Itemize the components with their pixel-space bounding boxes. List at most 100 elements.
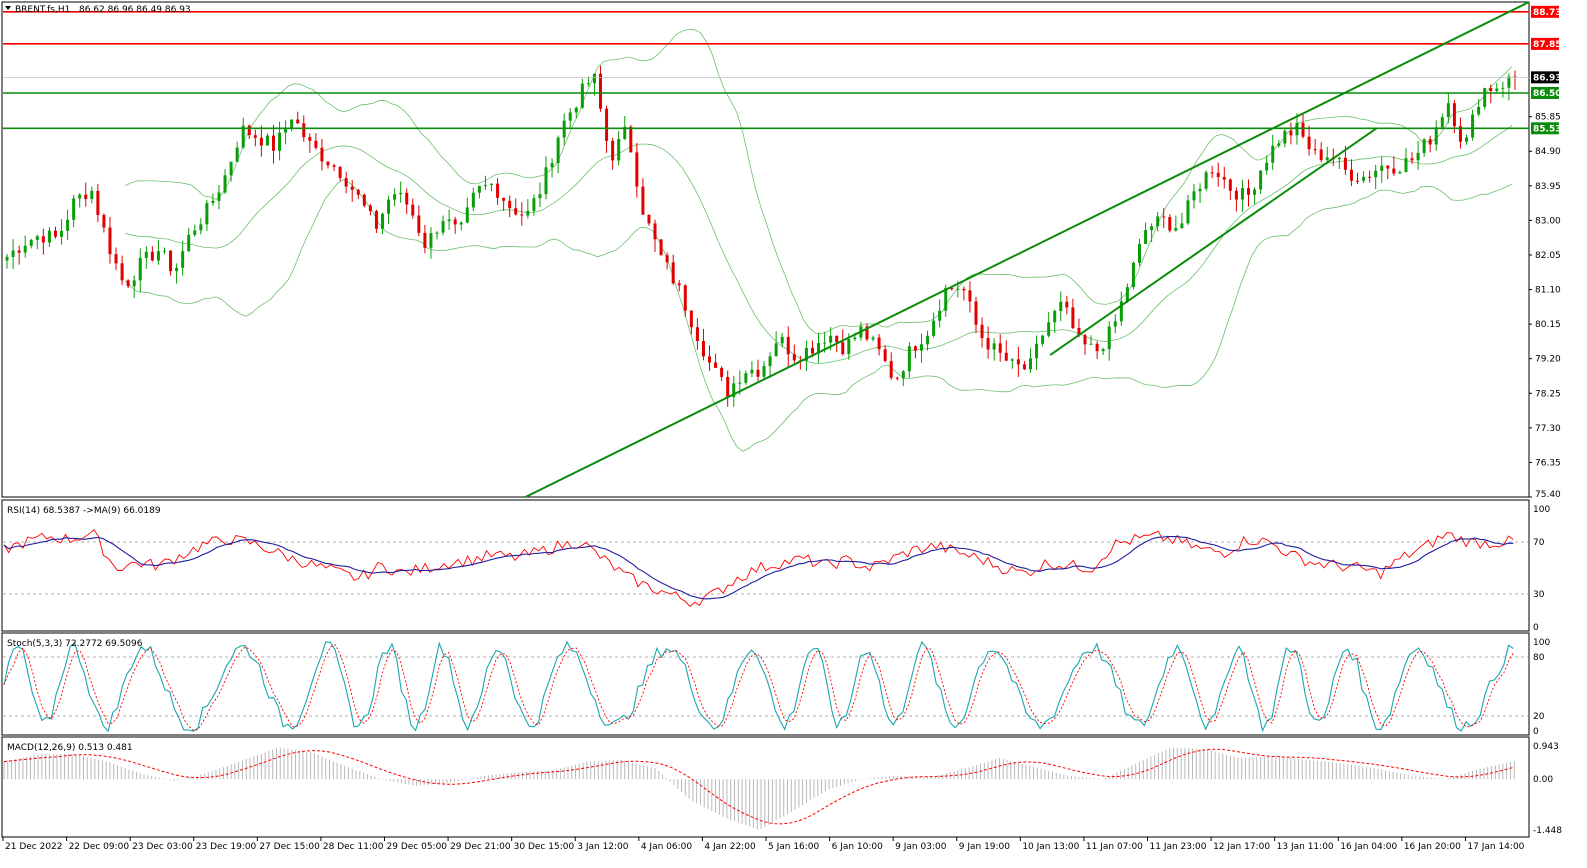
candle-body <box>11 250 15 257</box>
macd-tick-zero: 0.00 <box>1533 775 1553 785</box>
main-panel-frame <box>1 1 1530 498</box>
candle-body <box>1234 190 1238 200</box>
candle-body <box>350 186 354 190</box>
chart-menu-triangle-icon[interactable] <box>5 6 11 10</box>
level-tag-label-85.53: 85.53 <box>1533 124 1561 134</box>
candle-body <box>429 233 433 248</box>
time-tick-19: 12 Jan 17:00 <box>1213 842 1270 852</box>
candle-body <box>1162 216 1166 218</box>
candle-body <box>568 112 572 121</box>
candle-body <box>1150 226 1154 231</box>
candle-body <box>320 147 324 162</box>
candle-body <box>817 343 821 354</box>
candle-body <box>181 251 185 268</box>
time-tick-8: 30 Dec 15:00 <box>514 842 575 852</box>
candle-body <box>689 310 693 328</box>
stoch-lines <box>3 640 1514 733</box>
time-tick-17: 11 Jan 07:00 <box>1086 842 1143 852</box>
candle-body <box>290 119 294 128</box>
time-tick-7: 29 Dec 21:00 <box>450 842 511 852</box>
price-axis: 85.85 84.90 83.95 83.00 82.05 81.10 80.15 79.20… <box>1529 113 1561 500</box>
candle-body <box>1458 126 1462 142</box>
candle-body <box>889 361 893 378</box>
candle-body <box>1095 343 1099 352</box>
candle-body <box>1289 130 1293 136</box>
time-axis: 21 Dec 2022 22 Dec 09:00 23 Dec 03:00 23 De… <box>2 837 1525 852</box>
candle-body <box>175 267 179 272</box>
candles <box>5 65 1517 407</box>
candle-body <box>1028 358 1032 370</box>
candle-body <box>1398 172 1402 174</box>
current-price-label: 86.93 <box>1533 73 1561 83</box>
candle-body <box>114 254 118 264</box>
price-tick-84.90: 84.90 <box>1535 147 1561 157</box>
candle-body <box>241 125 245 148</box>
bollinger-lower <box>124 179 1513 452</box>
candle-body <box>1374 170 1378 178</box>
time-tick-15: 9 Jan 19:00 <box>959 842 1011 852</box>
candle-body <box>677 283 681 286</box>
candle-body <box>508 200 512 209</box>
candle-body <box>302 123 306 138</box>
candle-body <box>1222 177 1226 180</box>
candle-body <box>592 73 596 84</box>
candle-body <box>998 343 1002 353</box>
candle-body <box>671 262 675 284</box>
time-tick-10: 4 Jan 06:00 <box>641 842 693 852</box>
macd-panel-frame <box>1 736 1530 838</box>
candle-body <box>53 230 57 237</box>
candle-body <box>1343 157 1347 170</box>
candle-body <box>356 189 360 195</box>
candle-body <box>1410 158 1414 161</box>
price-tick-78.25: 78.25 <box>1535 389 1561 399</box>
candle-body <box>259 137 263 146</box>
candle-body <box>774 343 778 357</box>
candle-body <box>829 335 833 343</box>
candle-body <box>78 194 82 199</box>
candle-body <box>913 346 917 351</box>
candle-body <box>84 194 88 199</box>
candle-body <box>5 256 9 261</box>
price-tick-81.10: 81.10 <box>1535 286 1561 296</box>
candle-body <box>562 120 566 138</box>
candle-body <box>732 383 736 397</box>
candle-body <box>1434 127 1438 145</box>
candle-body <box>47 230 51 243</box>
candle-body <box>387 199 391 214</box>
price-tick-79.20: 79.20 <box>1535 355 1561 365</box>
candle-body <box>980 324 984 339</box>
candle-body <box>441 220 445 233</box>
candle-body <box>835 335 839 343</box>
candle-body <box>968 290 972 302</box>
candle-body <box>393 194 397 200</box>
candle-body <box>399 192 403 195</box>
candle-body <box>126 280 130 287</box>
candle-body <box>1259 170 1263 190</box>
candle-body <box>41 236 45 243</box>
rsi-tick-100: 100 <box>1533 505 1550 515</box>
candle-body <box>199 224 203 231</box>
candle-body <box>120 263 124 281</box>
macd-tick-min: -1.448 <box>1533 826 1562 836</box>
candle-body <box>514 208 518 215</box>
candle-body <box>156 251 160 261</box>
candle-body <box>1119 301 1123 322</box>
candle-body <box>374 211 378 229</box>
candle-body <box>502 197 506 201</box>
time-tick-6: 29 Dec 05:00 <box>387 842 448 852</box>
time-tick-13: 6 Jan 10:00 <box>832 842 884 852</box>
candle-body <box>1174 228 1178 231</box>
candle-body <box>1204 172 1208 189</box>
candle-body <box>1362 176 1366 181</box>
candle-body <box>720 367 724 377</box>
candle-body <box>296 119 300 124</box>
symbol-title: BRENT.fs,H1 <box>15 5 70 15</box>
candle-body <box>895 377 899 379</box>
candle-body <box>538 194 542 199</box>
candle-body <box>1349 169 1353 181</box>
candle-body <box>756 369 760 377</box>
candle-body <box>247 125 251 136</box>
candle-body <box>919 344 923 351</box>
candle-body <box>1186 200 1190 224</box>
